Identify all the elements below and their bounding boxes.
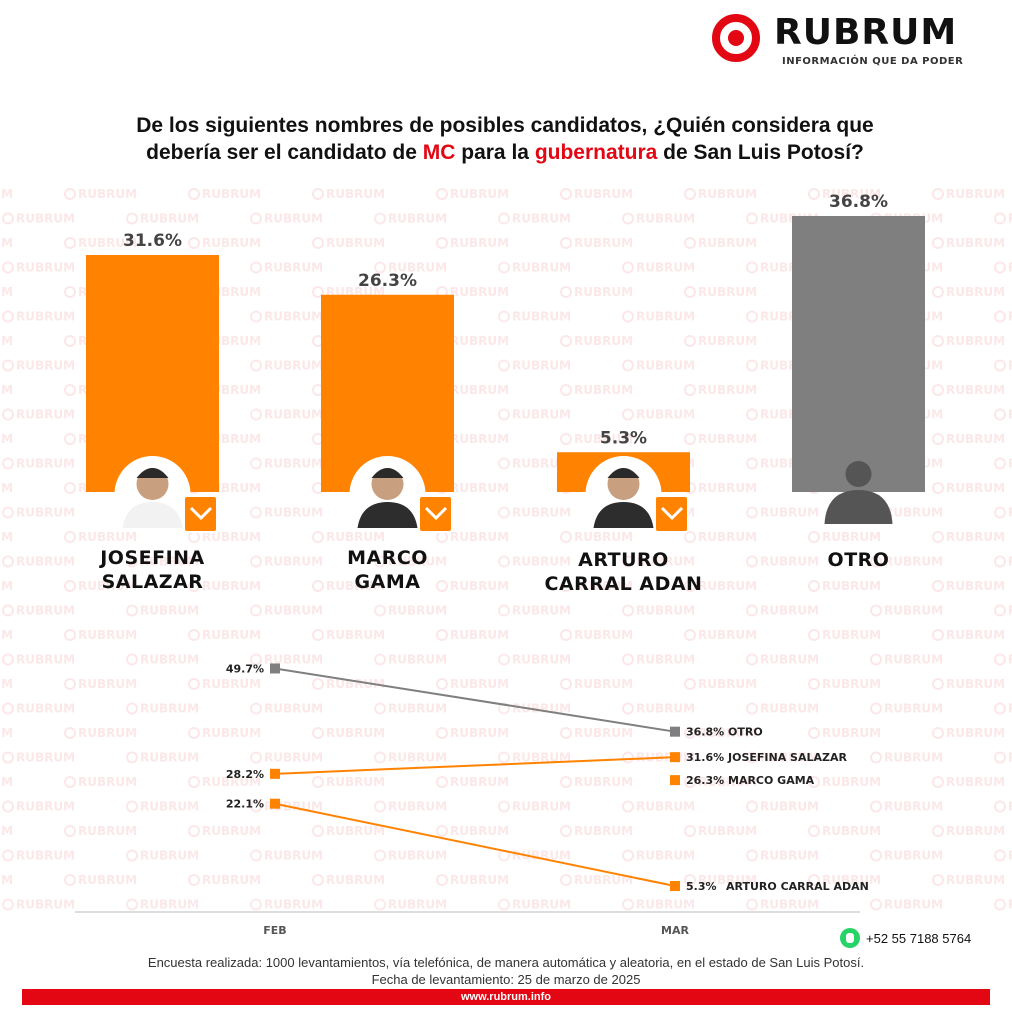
series-name-label: JOSEFINA SALAZAR (727, 751, 847, 764)
title-part-2: debería ser el candidato de (146, 141, 423, 164)
footer-url[interactable]: www.rubrum.info (460, 991, 552, 1003)
candidate-name-line: ARTURO (578, 549, 669, 571)
chart-title: De los siguientes nombres de posibles ca… (40, 112, 970, 166)
candidate-name-line: JOSEFINA (98, 547, 205, 569)
title-part-3: para la (455, 141, 535, 164)
candidate-photo (349, 456, 426, 532)
series-point (670, 775, 680, 786)
candidate-name-line: CARRAL ADAN (545, 573, 703, 595)
title-part-4: de San Luis Potosí? (657, 141, 864, 164)
point-value-label: 26.3% (686, 774, 724, 787)
series-point (270, 663, 280, 674)
x-tick-label: FEB (263, 924, 286, 937)
party-logo-icon (654, 495, 689, 533)
brand-logo: RUBRUM INFORMACIÓN QUE DA PODER (712, 12, 987, 76)
party-logo-icon (418, 495, 453, 533)
whatsapp-contact[interactable]: +52 55 7188 5764 (840, 927, 971, 949)
series-name-label: OTRO (728, 726, 763, 739)
whatsapp-icon (840, 928, 860, 948)
party-logo-icon (183, 495, 218, 533)
title-line-1: De los siguientes nombres de posibles ca… (136, 114, 874, 137)
candidate-name-line: GAMA (355, 571, 421, 593)
candidate-photo (585, 456, 662, 532)
point-value-label: 5.3% (686, 880, 717, 893)
bar-otro (792, 216, 925, 492)
title-highlight-mc: MC (422, 141, 456, 164)
silhouette-icon (824, 461, 893, 524)
series-point (670, 726, 680, 737)
bar-value-label: 5.3% (600, 428, 647, 448)
candidate-name-line: OTRO (828, 549, 890, 571)
point-value-label: 31.6% (686, 751, 724, 764)
series-name-label: MARCO GAMA (728, 774, 815, 787)
logo-tagline: INFORMACIÓN QUE DA PODER (782, 56, 964, 67)
series-line-otro (274, 667, 676, 733)
series-point (670, 752, 680, 763)
point-value-label: 49.7% (226, 662, 264, 675)
phone-number: +52 55 7188 5764 (866, 930, 972, 946)
candidate-name-line: SALAZAR (102, 571, 204, 593)
bar-josefina-salazar (86, 255, 219, 492)
candidate-photo (114, 456, 191, 532)
bar-value-label: 36.8% (829, 192, 888, 212)
series-line-josefina-salazar (274, 756, 676, 775)
logo-wordmark: RUBRUM (774, 12, 958, 53)
survey-date-note: Fecha de levantamiento: 25 de marzo de 2… (371, 972, 641, 987)
series-point (670, 881, 680, 892)
point-value-label: 36.8% (686, 726, 724, 739)
series-line-arturo-carral-adan (274, 802, 676, 888)
title-highlight-gubernatura: gubernatura (534, 141, 658, 164)
series-point (270, 798, 280, 809)
bar-value-label: 26.3% (358, 271, 417, 291)
logo-circle-icon (712, 14, 760, 62)
series-point (270, 768, 280, 779)
bar-value-label: 31.6% (123, 231, 182, 251)
point-value-label: 28.2% (226, 768, 264, 781)
series-name-label: ARTURO CARRAL ADAN (726, 880, 869, 893)
x-tick-label: MAR (661, 924, 689, 937)
survey-method-note: Encuesta realizada: 1000 levantamientos,… (147, 955, 865, 970)
footer-url-bar: www.rubrum.info (22, 989, 990, 1005)
point-value-label: 22.1% (226, 798, 264, 811)
candidate-name-line: MARCO (347, 547, 428, 569)
